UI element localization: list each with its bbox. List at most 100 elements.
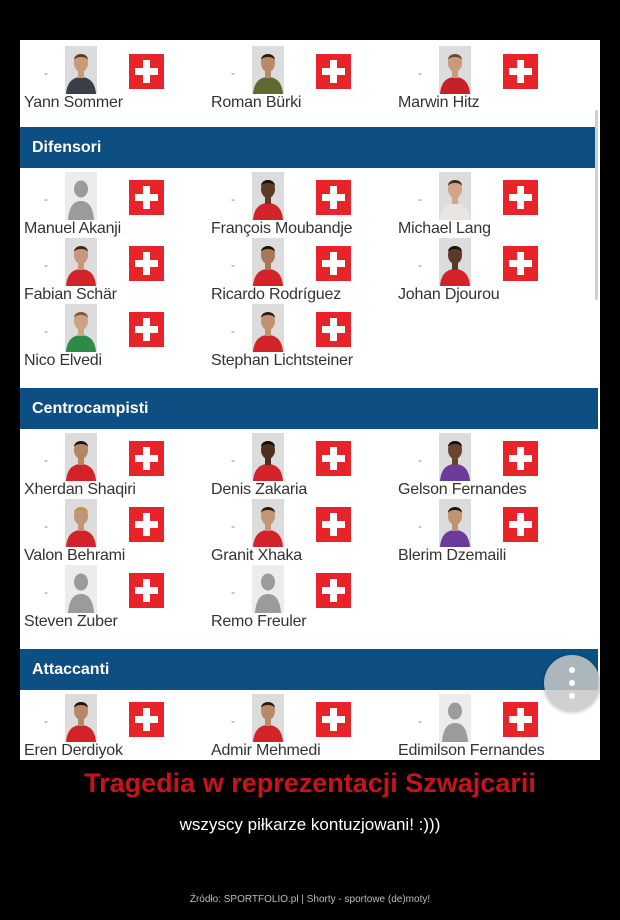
- player-placeholder-icon: [65, 565, 97, 613]
- swiss-flag-icon: [316, 573, 351, 608]
- player-photo: [252, 172, 284, 220]
- player-photo: [65, 238, 97, 286]
- player-name[interactable]: Steven Zuber: [24, 613, 118, 630]
- player-name[interactable]: Xherdan Shaqiri: [24, 481, 136, 498]
- more-dot-icon: [569, 680, 575, 686]
- player-photo: [252, 304, 284, 352]
- player-name[interactable]: Yann Sommer: [24, 94, 123, 111]
- player-name[interactable]: Granit Xhaka: [211, 547, 302, 564]
- player-name[interactable]: Stephan Lichtsteiner: [211, 352, 353, 369]
- swiss-flag-icon: [503, 54, 538, 89]
- player-name[interactable]: Ricardo Rodríguez: [211, 286, 341, 303]
- player-card[interactable]: - Ricardo Rodríguez: [207, 236, 394, 303]
- player-rating: -: [418, 519, 422, 533]
- swiss-flag-icon: [503, 702, 538, 737]
- player-name[interactable]: Eren Derdiyok: [24, 742, 123, 759]
- player-name[interactable]: Edimilson Fernandes: [398, 742, 545, 759]
- player-card[interactable]: - Michael Lang: [394, 170, 581, 237]
- player-photo: [439, 46, 471, 94]
- player-rating: -: [231, 192, 235, 206]
- swiss-flag-icon: [316, 54, 351, 89]
- player-photo: [65, 433, 97, 481]
- player-name[interactable]: Michael Lang: [398, 220, 491, 237]
- player-rating: -: [231, 519, 235, 533]
- more-options-button[interactable]: [544, 655, 600, 711]
- player-card[interactable]: - Roman Bürki: [207, 44, 394, 111]
- player-card[interactable]: - Granit Xhaka: [207, 497, 394, 564]
- player-name[interactable]: Remo Freuler: [211, 613, 307, 630]
- player-rating: -: [418, 192, 422, 206]
- player-rating: -: [418, 453, 422, 467]
- player-name[interactable]: Valon Behrami: [24, 547, 126, 564]
- player-rating: -: [418, 66, 422, 80]
- player-placeholder-icon: [252, 565, 284, 613]
- swiss-flag-icon: [129, 507, 164, 542]
- section-header: Difensori: [20, 127, 598, 168]
- player-card[interactable]: - Blerim Dzemaili: [394, 497, 581, 564]
- source-credit: Źródło: SPORTFOLIO.pl | Shorty - sportow…: [189, 894, 431, 905]
- player-photo: [439, 433, 471, 481]
- scrollbar[interactable]: [595, 110, 598, 300]
- player-name[interactable]: Denis Zakaria: [211, 481, 308, 498]
- player-name[interactable]: Marwin Hitz: [398, 94, 480, 111]
- player-name[interactable]: François Moubandje: [211, 220, 353, 237]
- player-card[interactable]: - Edimilson Fernandes: [394, 692, 581, 759]
- more-dot-icon: [569, 693, 575, 699]
- player-card[interactable]: - Fabian Schär: [20, 236, 207, 303]
- swiss-flag-icon: [129, 54, 164, 89]
- player-card[interactable]: - Stephan Lichtsteiner: [207, 302, 394, 369]
- swiss-flag-icon: [503, 180, 538, 215]
- swiss-flag-icon: [316, 441, 351, 476]
- player-card[interactable]: - Admir Mehmedi: [207, 692, 394, 759]
- player-rating: -: [231, 324, 235, 338]
- player-placeholder-icon: [65, 172, 97, 220]
- swiss-flag-icon: [503, 246, 538, 281]
- player-card[interactable]: - Denis Zakaria: [207, 431, 394, 498]
- swiss-flag-icon: [129, 246, 164, 281]
- player-name[interactable]: Gelson Fernandes: [398, 481, 527, 498]
- player-photo: [252, 694, 284, 742]
- player-photo: [439, 499, 471, 547]
- more-dot-icon: [569, 667, 575, 673]
- swiss-flag-icon: [316, 312, 351, 347]
- player-rating: -: [44, 324, 48, 338]
- player-rating: -: [44, 192, 48, 206]
- player-rating: -: [231, 66, 235, 80]
- section-header: Attaccanti: [20, 649, 598, 690]
- swiss-flag-icon: [129, 441, 164, 476]
- player-card[interactable]: - Eren Derdiyok: [20, 692, 207, 759]
- player-card[interactable]: - Yann Sommer: [20, 44, 207, 111]
- player-name[interactable]: Manuel Akanji: [24, 220, 122, 237]
- swiss-flag-icon: [129, 573, 164, 608]
- swiss-flag-icon: [503, 441, 538, 476]
- swiss-flag-icon: [316, 507, 351, 542]
- player-card[interactable]: - François Moubandje: [207, 170, 394, 237]
- player-card[interactable]: - Valon Behrami: [20, 497, 207, 564]
- player-photo: [252, 433, 284, 481]
- player-photo: [65, 499, 97, 547]
- player-rating: -: [44, 585, 48, 599]
- swiss-flag-icon: [129, 180, 164, 215]
- player-card[interactable]: - Marwin Hitz: [394, 44, 581, 111]
- player-rating: -: [44, 714, 48, 728]
- player-card[interactable]: - Xherdan Shaqiri: [20, 431, 207, 498]
- player-name[interactable]: Johan Djourou: [398, 286, 500, 303]
- player-name[interactable]: Roman Bürki: [211, 94, 302, 111]
- player-card[interactable]: - Johan Djourou: [394, 236, 581, 303]
- player-name[interactable]: Nico Elvedi: [24, 352, 102, 369]
- player-card[interactable]: - Remo Freuler: [207, 563, 394, 630]
- player-rating: -: [44, 519, 48, 533]
- player-photo: [65, 46, 97, 94]
- player-name[interactable]: Fabian Schär: [24, 286, 117, 303]
- screenshot-frame: - Yann Sommer - Roman Bürki - Marwin Hitz Dife…: [20, 40, 600, 760]
- player-photo: [252, 46, 284, 94]
- player-card[interactable]: - Manuel Akanji: [20, 170, 207, 237]
- player-photo: [65, 694, 97, 742]
- player-card[interactable]: - Steven Zuber: [20, 563, 207, 630]
- player-name[interactable]: Admir Mehmedi: [211, 742, 321, 759]
- swiss-flag-icon: [129, 312, 164, 347]
- player-rating: -: [44, 258, 48, 272]
- player-card[interactable]: - Gelson Fernandes: [394, 431, 581, 498]
- player-name[interactable]: Blerim Dzemaili: [398, 547, 507, 564]
- player-card[interactable]: - Nico Elvedi: [20, 302, 207, 369]
